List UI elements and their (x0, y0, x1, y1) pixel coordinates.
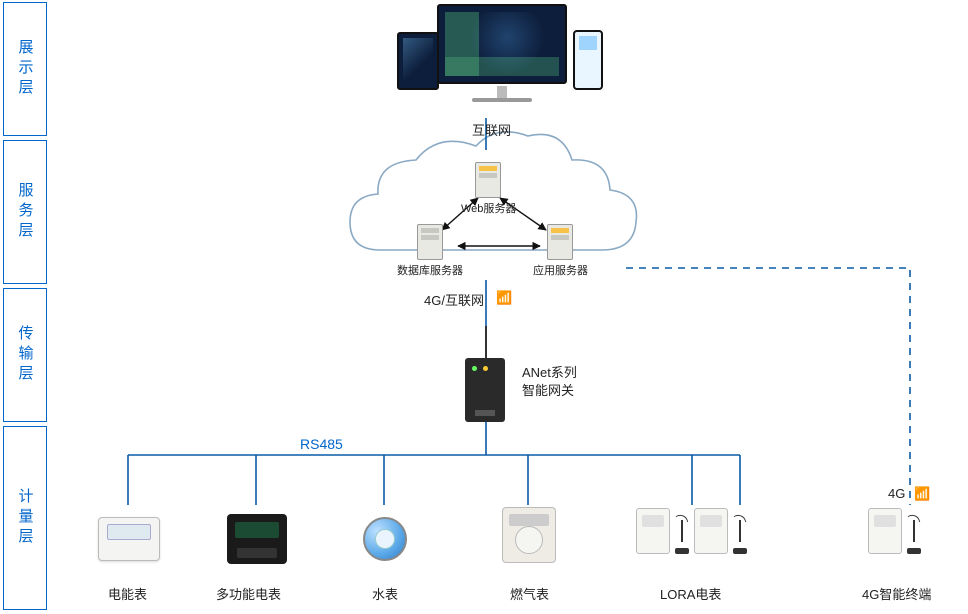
rs485-label: RS485 (300, 436, 343, 452)
gateway-icon (465, 358, 505, 422)
link-4g-internet-label: 4G/互联网 (424, 290, 484, 309)
water-meter-icon (363, 517, 407, 561)
lora-meter-icon (636, 508, 750, 554)
wifi-icon: 📶 (496, 290, 512, 306)
web-server-label: Web服务器 (461, 200, 516, 216)
device-water-label: 水表 (372, 584, 398, 603)
layer-display: 展示层 (3, 2, 47, 136)
device-lora-meter (636, 508, 750, 554)
phone-icon (573, 30, 603, 90)
multifunction-meter-icon (227, 514, 287, 564)
gateway-sub-label: 智能网关 (522, 380, 574, 399)
layer-sidebar: 展示层 服务层 传输层 计量层 (0, 0, 50, 614)
layer-transport: 传输层 (3, 288, 47, 422)
layer-transport-label: 传输层 (15, 325, 36, 385)
4g-terminal-icon (868, 508, 924, 554)
4g-tag-label: 4G (888, 486, 905, 501)
layer-metering: 计量层 (3, 426, 47, 610)
client-devices (395, 4, 605, 114)
device-energy-label: 电能表 (108, 584, 147, 603)
app-server-icon (547, 224, 573, 260)
device-lora-label: LORA电表 (660, 584, 721, 603)
wifi-icon-2: 📶 (914, 486, 930, 502)
gateway-node (465, 358, 505, 422)
db-server-label: 数据库服务器 (397, 262, 463, 278)
device-gas-meter (490, 506, 568, 564)
device-4g-terminal (868, 508, 924, 554)
device-gas-label: 燃气表 (510, 584, 549, 603)
internet-label: 互联网 (472, 120, 511, 139)
monitor-icon (437, 4, 567, 84)
app-server-label: 应用服务器 (533, 262, 588, 278)
device-multifunction-meter (218, 510, 296, 568)
layer-display-label: 展示层 (15, 39, 36, 99)
device-energy-meter (90, 510, 168, 568)
db-server-icon (417, 224, 443, 260)
layer-metering-label: 计量层 (15, 488, 36, 548)
device-multifunction-label: 多功能电表 (216, 584, 281, 603)
layer-service-label: 服务层 (15, 182, 36, 242)
layer-service: 服务层 (3, 140, 47, 284)
cloud-servers: Web服务器 数据库服务器 应用服务器 (355, 152, 635, 282)
energy-meter-icon (98, 517, 160, 561)
gateway-name-label: ANet系列 (522, 362, 577, 381)
device-water-meter (346, 510, 424, 568)
gas-meter-icon (502, 507, 556, 563)
web-server-icon (475, 162, 501, 198)
tablet-icon (397, 32, 439, 90)
device-4g-terminal-label: 4G智能终端 (862, 584, 931, 603)
